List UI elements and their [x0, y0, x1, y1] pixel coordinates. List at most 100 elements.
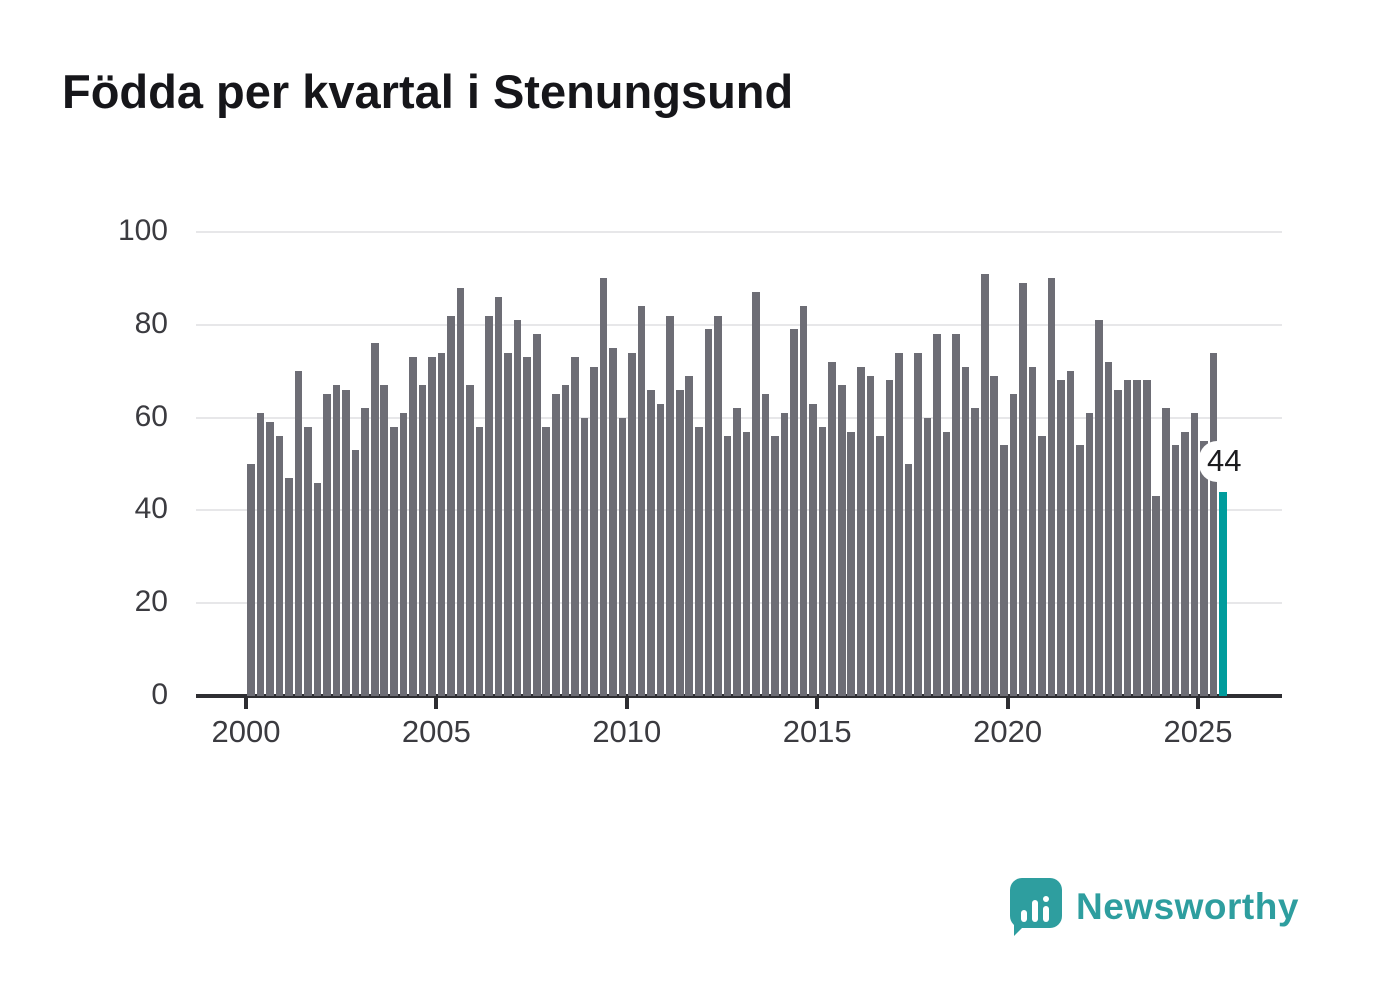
bar	[1095, 320, 1103, 696]
bar	[266, 422, 274, 696]
gridline	[196, 323, 1282, 326]
bar	[370, 343, 379, 696]
bar	[1162, 408, 1170, 696]
x-axis-tick-label: 2010	[592, 714, 662, 749]
bar	[380, 385, 389, 696]
bar	[323, 394, 331, 696]
bar	[447, 315, 455, 696]
newsworthy-chart-bubble-icon	[1010, 878, 1062, 936]
bar	[1038, 436, 1046, 696]
bar	[980, 273, 989, 696]
bar	[1209, 352, 1218, 696]
x-axis-tick	[1005, 698, 1010, 709]
bar	[742, 431, 751, 696]
bar	[304, 426, 312, 696]
x-axis-tick	[1196, 698, 1200, 709]
bar	[399, 412, 408, 696]
bar	[971, 408, 979, 696]
bar	[723, 436, 732, 696]
x-axis-tick	[815, 698, 820, 709]
bar	[1181, 431, 1189, 696]
y-axis-tick-label: 60	[134, 399, 168, 433]
bar	[409, 357, 417, 696]
bar	[552, 394, 560, 696]
bar	[837, 385, 846, 696]
bar	[1076, 445, 1084, 696]
bar	[456, 287, 465, 696]
bar	[580, 417, 589, 696]
x-axis-tick-label: 2005	[401, 714, 471, 749]
bar	[637, 306, 646, 696]
bar	[504, 352, 512, 696]
bar	[771, 436, 779, 696]
bar	[866, 375, 875, 696]
gridline	[196, 231, 1282, 234]
bar	[1085, 412, 1094, 696]
bar	[1047, 278, 1056, 696]
bar	[599, 278, 608, 696]
x-axis-tick	[624, 698, 629, 709]
bar	[1066, 371, 1075, 696]
bar	[571, 357, 579, 696]
bar	[1171, 445, 1180, 696]
plot-area	[196, 231, 1282, 698]
bar	[904, 464, 913, 696]
bar	[714, 315, 722, 696]
bar	[999, 445, 1008, 696]
bar	[294, 371, 303, 696]
bar	[256, 412, 265, 696]
bar	[1142, 380, 1151, 696]
bar	[704, 329, 713, 696]
bar	[1200, 440, 1208, 696]
bar	[809, 403, 817, 696]
bar	[532, 334, 541, 696]
x-axis-tick-label: 2015	[782, 714, 852, 749]
bar	[895, 352, 903, 696]
bar	[780, 412, 789, 696]
bar	[857, 366, 865, 696]
x-axis-tick	[434, 698, 439, 709]
bar	[752, 292, 760, 696]
x-axis-line	[196, 694, 1282, 698]
bar	[933, 334, 941, 696]
bar	[1133, 380, 1141, 696]
x-axis-tick	[244, 698, 248, 709]
x-axis-tick-label: 2025	[1163, 714, 1233, 749]
x-axis-tick-label: 2020	[973, 714, 1043, 749]
bar	[1009, 394, 1018, 696]
bar	[247, 464, 255, 696]
bar	[485, 315, 493, 696]
bar	[799, 306, 808, 696]
bar	[961, 366, 970, 696]
bar	[1057, 380, 1065, 696]
bar	[761, 394, 770, 696]
y-axis-tick-label: 100	[117, 214, 168, 247]
highlighted-bar	[1219, 491, 1227, 696]
bar	[694, 426, 703, 696]
bar	[542, 426, 551, 696]
bar	[609, 348, 617, 696]
bar	[876, 436, 884, 696]
bar	[361, 408, 369, 696]
bar	[885, 380, 894, 696]
bar	[475, 426, 484, 696]
bar	[1028, 366, 1037, 696]
bar	[523, 357, 531, 696]
bar	[513, 320, 522, 696]
y-axis-tick-label: 0	[151, 678, 168, 711]
y-axis-tick-label: 80	[134, 306, 168, 340]
bar	[990, 375, 999, 696]
newsworthy-wordmark: Newsworthy	[1076, 886, 1299, 927]
page-title: Födda per kvartal i Stenungsund	[62, 65, 794, 118]
bar	[675, 389, 684, 696]
bar	[332, 385, 341, 696]
bar	[818, 426, 827, 696]
bar	[1019, 283, 1027, 696]
bar	[285, 477, 293, 696]
bar	[437, 352, 446, 696]
bar	[1152, 496, 1161, 696]
bar	[351, 450, 360, 696]
bar	[561, 385, 570, 696]
bar	[428, 357, 436, 696]
